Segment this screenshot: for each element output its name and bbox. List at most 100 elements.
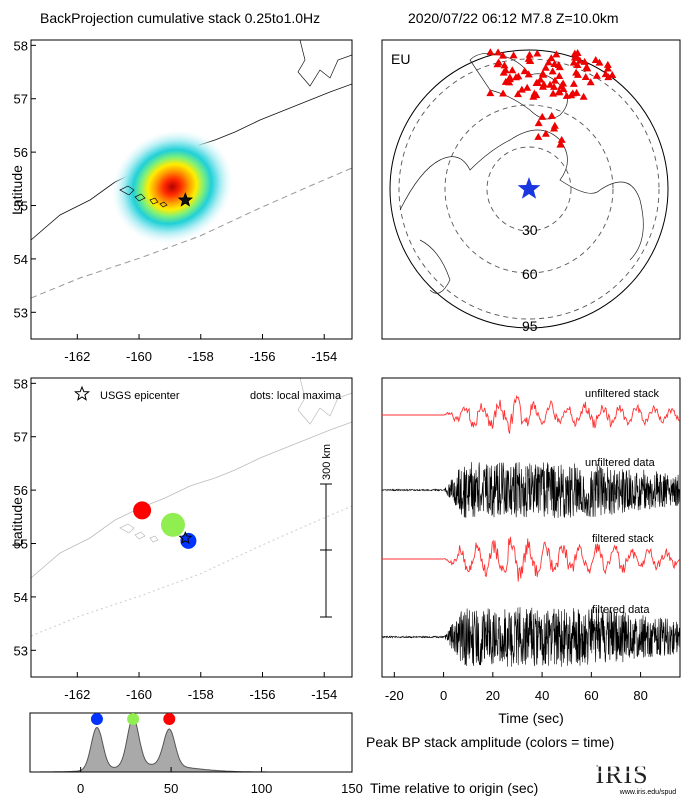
station-triangle-icon [514,90,523,98]
bp-heat-blob [111,130,233,244]
peak-amplitude-frame [29,712,353,773]
station-triangle-icon [534,119,543,127]
peak-time-dot [127,713,140,725]
station-triangle-icon [603,60,612,68]
waveform-panel: unfiltered stack unfiltered data filtere… [381,377,681,726]
station-triangle-icon [486,48,495,56]
iris-logo: IRIS www.iris.edu/spud [595,760,676,796]
station-triangle-icon [581,73,590,81]
station-triangle-icon [532,78,541,86]
bp-map-xtick: -156 [249,349,275,364]
station-triangle-icon [538,69,547,77]
station-triangle-icon [547,54,556,62]
station-triangle-icon [569,79,578,87]
legend-note: dots: local maxima [250,390,342,402]
peak-amplitude-panel: 0 50 100 150 Peak BP stack amplitude (color… [29,712,614,796]
bp-map-xtick: -162 [64,349,90,364]
source-star-icon [517,177,541,199]
peak-amplitude-xtick: 150 [341,781,363,796]
station-triangle-icon [544,58,553,66]
bp-map-ytick: 55 [14,199,28,214]
waveform-xlabel: Time (sec) [498,710,564,726]
station-triangle-icon [591,55,600,63]
station-triangle-icon [505,75,514,83]
station-triangle-icon [541,63,550,71]
station-triangle-icon [498,51,507,59]
ring-label-60: 60 [522,266,538,282]
station-map-label: EU [391,51,410,67]
station-triangle-icon [508,66,517,74]
station-triangle-icon [517,85,526,93]
waveform-xtick: 40 [535,688,549,703]
station-triangle-icon [494,58,503,66]
station-triangle-icon [538,112,547,120]
station-triangle-icon [486,89,495,97]
station-triangle-icon [557,135,566,143]
bp-map-ytick: 54 [14,252,28,267]
trace-label-filtered-data: filtered data [592,604,650,616]
station-triangle-icon [546,80,555,88]
ring-30 [486,146,572,232]
maxima-map-trench [31,505,352,637]
trace-label-unfiltered-stack: unfiltered stack [585,388,659,400]
legend-epicenter: USGS epicenter [100,390,180,402]
bp-map-ytick: 57 [14,92,28,107]
station-triangle-icon [559,79,568,87]
right-title: 2020/07/22 06:12 M7.8 Z=10.0km [408,10,619,26]
station-triangle-icon [567,91,576,99]
trace-label-unfiltered-data: unfiltered data [585,457,656,469]
trace-line [382,394,680,434]
station-triangle-icon [523,83,532,91]
local-maximum-dot [160,512,185,537]
station-triangle-icon [573,61,582,69]
trace-line [382,536,680,582]
station-triangle-icon [520,67,529,75]
station-triangle-icon [533,49,542,57]
bp-epicenter-star-icon [177,192,194,207]
maxima-map-panel: -162 -160 -158 -156 -154 53 54 55 56 57 58 Latitud… [9,376,353,702]
maxima-map-xtick: -156 [249,687,275,702]
ring-60 [444,104,614,274]
bp-map-xtick: -158 [188,349,214,364]
maxima-map-ytick: 53 [14,643,28,658]
station-triangle-icon [509,51,518,59]
station-triangle-icon [570,49,579,57]
maxima-map-xtick: -154 [311,687,337,702]
station-triangle-icon [579,92,588,100]
station-triangle-icon [549,89,558,97]
station-triangle-icon [494,48,503,56]
station-map-coastlines [399,129,644,261]
station-map-panel: EU 30 60 95 [381,39,681,340]
station-triangle-icon [499,68,508,76]
peak-time-dot [163,713,176,725]
bp-map-ytick: 58 [14,38,28,53]
station-triangle-icon [547,111,556,119]
maxima-map-ytick: 55 [14,537,28,552]
peak-amplitude-xlabel: Time relative to origin (sec) [370,780,538,796]
station-triangle-icon [595,58,604,66]
station-triangle-icon [573,70,582,78]
station-triangle-icon [556,140,565,148]
station-triangle-icon [539,80,548,88]
bp-map-xtick: -160 [126,349,152,364]
station-triangle-icon [555,71,564,79]
station-markers [486,48,617,148]
maxima-map-ytick: 58 [14,376,28,391]
station-triangle-icon [550,82,559,90]
waveform-xtick: 60 [584,688,598,703]
legend-star-icon [73,385,91,401]
waveform-xtick: 80 [633,688,647,703]
bp-map-islands [119,185,168,208]
maxima-map-xtick: -162 [64,687,90,702]
station-triangle-icon [586,78,595,86]
bp-map-panel: -162 -160 -158 -156 -154 53 54 55 56 57 58 Latitud… [9,38,353,364]
peak-amplitude-xtick: 50 [164,781,178,796]
waveform-xtick: 20 [486,688,500,703]
peak-time-dot [90,713,103,725]
station-map-globe [389,49,669,329]
bp-map-xtick: -154 [311,349,337,364]
maxima-map-ytick: 56 [14,483,28,498]
trace-line [381,462,681,518]
bp-map-ytick: 56 [14,145,28,160]
